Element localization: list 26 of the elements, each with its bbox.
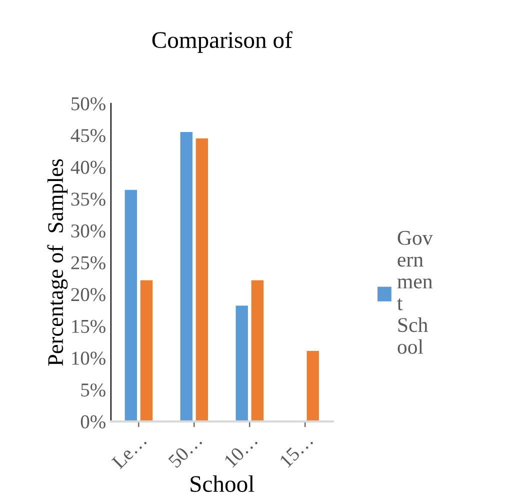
- bar: [306, 350, 319, 422]
- x-axis-title: School: [190, 475, 254, 492]
- bar: [196, 138, 208, 422]
- bar: [124, 190, 138, 422]
- y-tick-label: 35%: [71, 192, 106, 206]
- y-tick-label: 20%: [71, 288, 106, 302]
- x-tick-label: 10…: [224, 434, 258, 468]
- bar: [140, 280, 153, 422]
- x-tick-label: 15…: [279, 434, 314, 468]
- y-tick-label: 10%: [72, 352, 106, 365]
- y-axis-title: Percentage of Samples: [47, 159, 68, 366]
- y-tick-label: 5%: [81, 383, 106, 397]
- y-tick-label: 15%: [72, 320, 106, 334]
- y-tick-label: 25%: [71, 256, 106, 270]
- bar: [251, 280, 264, 422]
- chart-title: Comparison of: [152, 31, 292, 53]
- y-tick-label: 45%: [70, 129, 106, 142]
- legend-label: Government School: [397, 230, 433, 354]
- y-tick-label: 30%: [71, 224, 106, 238]
- y-tick-label: 0%: [80, 415, 106, 428]
- x-tick-label: 50…: [168, 434, 202, 468]
- bar: [180, 132, 192, 422]
- x-tick-label: Le…: [111, 434, 147, 470]
- y-tick-label: 50%: [72, 97, 106, 110]
- bar: [236, 306, 248, 422]
- y-tick-label: 40%: [70, 160, 106, 174]
